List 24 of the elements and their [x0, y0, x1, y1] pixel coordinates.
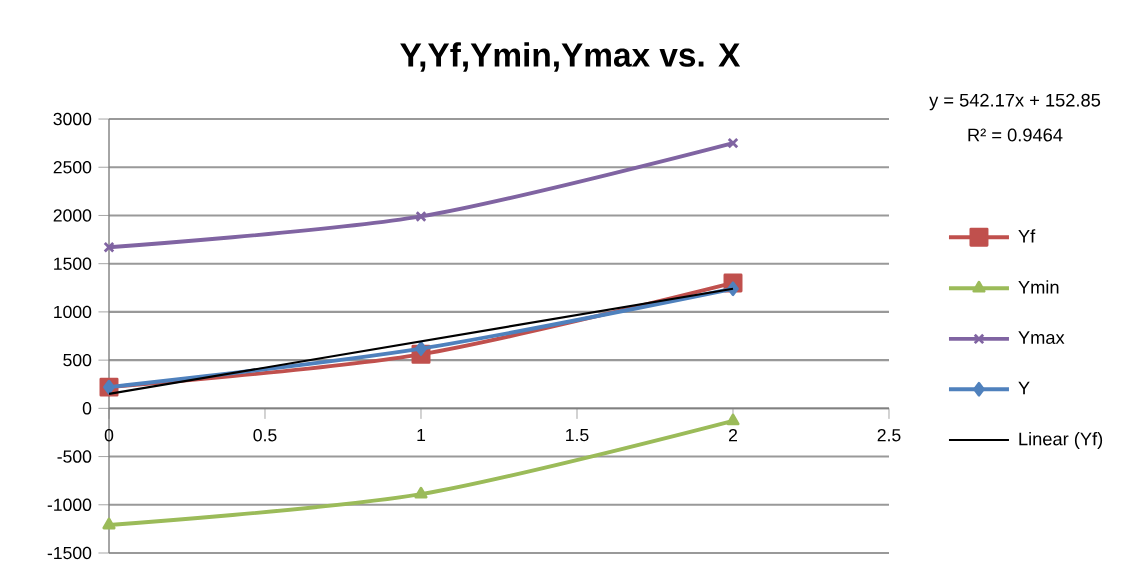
y-tick-label: -500 — [57, 450, 92, 463]
y-tick-label: 3000 — [53, 112, 92, 126]
text: R² = 0.9464 — [968, 128, 1063, 142]
y-tick-label: 1500 — [54, 257, 92, 270]
y-tick-label: 2000 — [53, 209, 92, 222]
legend-label: Ymin — [1018, 280, 1059, 294]
legend-label: Yf — [1018, 229, 1036, 243]
y-tick-label: 0 — [82, 402, 92, 415]
x-tick-label: 0.5 — [253, 428, 277, 442]
y-tick-label: 2500 — [53, 161, 92, 174]
x-tick-label: 1.5 — [566, 428, 589, 442]
x-tick-label: 2.5 — [877, 428, 901, 442]
x-tick-label: 0 — [104, 428, 114, 442]
chart-title: Y,Yf,Ymin,Ymax vs. X — [400, 42, 741, 72]
legend-label: Ymax — [1018, 331, 1065, 345]
y-tick-label: -1000 — [47, 498, 92, 511]
y-tick-label: 500 — [63, 353, 92, 367]
x-tick-label: 1 — [417, 428, 426, 442]
y-tick-label: -1500 — [47, 546, 92, 560]
y-tick-label: 1000 — [54, 305, 92, 319]
legend-label: Linear (Yf) — [1019, 431, 1103, 450]
x-tick-label: 2 — [728, 428, 737, 442]
text: y = 542.17x + 152.85 — [929, 93, 1101, 111]
legend-label: Y — [1018, 381, 1030, 395]
